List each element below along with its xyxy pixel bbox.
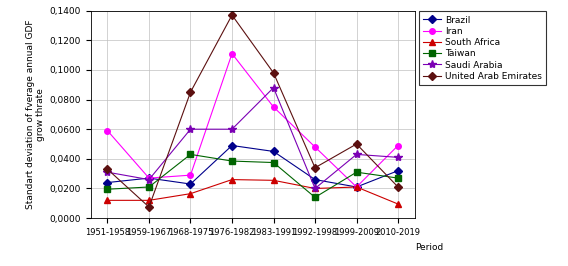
Iran: [353, 185, 360, 189]
Iran: [270, 105, 277, 109]
Saudi Arabia: [312, 187, 319, 190]
Brazil: [187, 182, 194, 186]
South Africa: [145, 199, 152, 202]
Line: Taiwan: Taiwan: [105, 152, 401, 200]
United Arab Emirates: [187, 90, 194, 94]
Iran: [228, 52, 235, 55]
Legend: Brazil, Iran, South Africa, Taiwan, Saudi Arabia, United Arab Emirates: Brazil, Iran, South Africa, Taiwan, Saud…: [419, 11, 546, 85]
South Africa: [187, 192, 194, 195]
Saudi Arabia: [228, 128, 235, 131]
United Arab Emirates: [145, 205, 152, 209]
South Africa: [353, 185, 360, 189]
Brazil: [353, 185, 360, 189]
South Africa: [312, 187, 319, 190]
Taiwan: [395, 177, 402, 180]
United Arab Emirates: [395, 185, 402, 189]
Line: Iran: Iran: [105, 51, 401, 190]
South Africa: [104, 199, 111, 202]
Brazil: [270, 150, 277, 153]
Brazil: [228, 144, 235, 147]
Saudi Arabia: [145, 178, 152, 181]
Saudi Arabia: [270, 86, 277, 89]
United Arab Emirates: [228, 14, 235, 17]
Saudi Arabia: [104, 171, 111, 174]
Brazil: [312, 178, 319, 181]
Iran: [395, 144, 402, 147]
Y-axis label: Standart deviation of fverage annual GDF
grow thrate: Standart deviation of fverage annual GDF…: [26, 20, 45, 209]
Brazil: [395, 169, 402, 172]
Saudi Arabia: [353, 153, 360, 156]
Taiwan: [270, 161, 277, 164]
Text: Period: Period: [415, 243, 443, 252]
Saudi Arabia: [187, 128, 194, 131]
Iran: [312, 146, 319, 149]
Taiwan: [145, 185, 152, 189]
United Arab Emirates: [104, 168, 111, 171]
Line: South Africa: South Africa: [105, 177, 401, 207]
Line: Brazil: Brazil: [105, 143, 401, 190]
South Africa: [395, 202, 402, 206]
Line: United Arab Emirates: United Arab Emirates: [105, 12, 401, 210]
United Arab Emirates: [353, 142, 360, 146]
South Africa: [228, 178, 235, 181]
Saudi Arabia: [395, 156, 402, 159]
Taiwan: [312, 196, 319, 199]
Taiwan: [104, 188, 111, 191]
Taiwan: [228, 160, 235, 163]
Brazil: [104, 181, 111, 184]
Iran: [145, 177, 152, 180]
Brazil: [145, 177, 152, 180]
United Arab Emirates: [312, 166, 319, 169]
Taiwan: [187, 153, 194, 156]
South Africa: [270, 179, 277, 182]
Iran: [187, 173, 194, 177]
Taiwan: [353, 171, 360, 174]
United Arab Emirates: [270, 71, 277, 74]
Line: Saudi Arabia: Saudi Arabia: [103, 84, 402, 193]
Iran: [104, 129, 111, 132]
